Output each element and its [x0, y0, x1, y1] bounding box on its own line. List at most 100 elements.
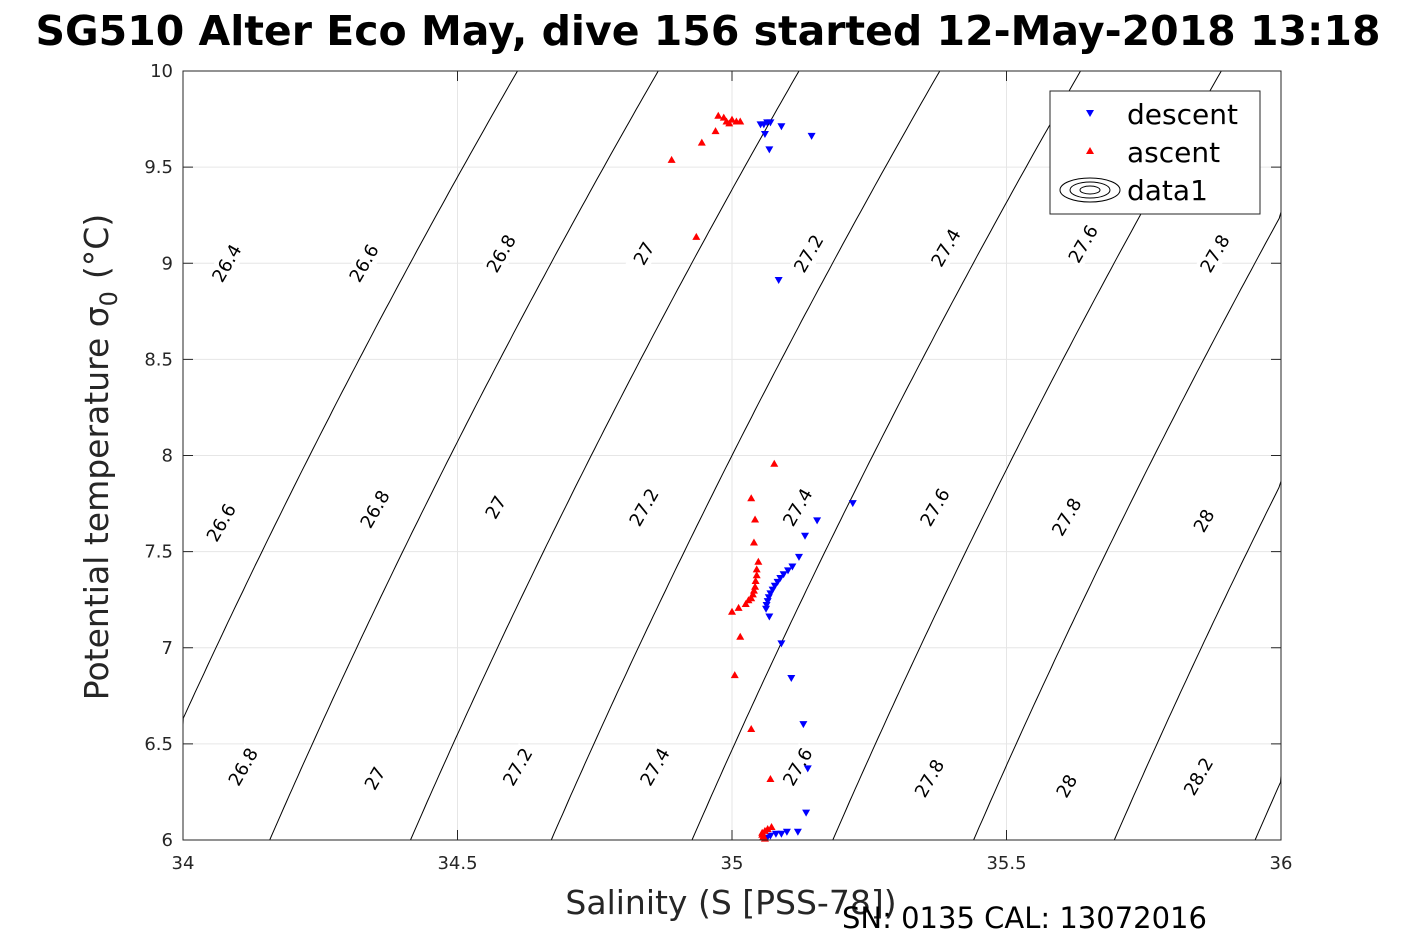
- ascent-point: [728, 115, 736, 123]
- contour-label-background: [788, 229, 829, 278]
- ascent-point: [730, 671, 739, 679]
- ascent-point: [714, 111, 723, 119]
- descent-point: [766, 590, 775, 598]
- descent-point: [813, 517, 822, 525]
- ascent-point: [749, 538, 758, 546]
- contour-label-background: [1063, 220, 1104, 268]
- descent-point: [787, 675, 796, 683]
- y-axis-ticks: 6 6.5 7 7.5 8 8.5 9 9.5 10: [144, 61, 1281, 851]
- descent-point: [777, 830, 786, 838]
- ascent-point: [736, 632, 745, 640]
- ascent-point: [711, 127, 720, 135]
- ascent-point: [754, 557, 763, 565]
- ascent-point: [736, 117, 745, 125]
- ascent-point: [692, 232, 701, 240]
- descent-point: [771, 830, 780, 838]
- y-axis-label-main: Potential temperature σ: [77, 306, 116, 700]
- isopycnal-line: [410, 70, 800, 841]
- x-tick-label: 35.5: [986, 853, 1026, 874]
- y-tick-label: 6: [162, 830, 173, 851]
- density-contour-labels: 26.4 26.6 26.8 27 27.2 27.4 27.6 27.826.6 26.8 27…: [201, 220, 1236, 810]
- y-tick-label: 6.5: [144, 734, 173, 755]
- ascent-point: [725, 119, 734, 127]
- density-contours: [182, 70, 1282, 841]
- ascent-point: [751, 582, 760, 590]
- contour-label-background: [635, 743, 676, 791]
- contour-label-background: [355, 754, 396, 803]
- contour-label-background: [206, 239, 247, 287]
- contour-label-background: [497, 743, 538, 791]
- ascent-point: [770, 459, 779, 467]
- descent-point: [765, 146, 774, 154]
- descent-point: [799, 721, 808, 729]
- contour-label-background: [1046, 493, 1087, 541]
- y-tick-label: 9: [162, 253, 173, 274]
- ascent-point: [751, 515, 760, 523]
- descent-point: [848, 500, 857, 508]
- contour-label-background: [777, 483, 818, 532]
- y-tick-label: 10: [150, 61, 173, 82]
- descent-point: [765, 613, 774, 621]
- x-tick-label: 34: [172, 853, 195, 874]
- descent-point: [776, 575, 785, 583]
- legend: descent ascent data1: [1049, 90, 1261, 215]
- descent-point: [762, 601, 771, 609]
- descent-point: [801, 532, 810, 540]
- descent-point: [793, 828, 802, 836]
- descent-point: [768, 586, 777, 594]
- ascent-series: [667, 111, 779, 842]
- contour-label-background: [344, 239, 385, 287]
- descent-point: [760, 130, 769, 138]
- contour-label-background: [481, 229, 522, 278]
- x-tick-label: 34.5: [437, 853, 477, 874]
- isopycnal-line: [550, 70, 941, 841]
- ascent-point: [667, 155, 676, 163]
- contour-label-background: [223, 743, 264, 791]
- contour-label-background: [915, 483, 956, 532]
- contour-label-background: [926, 224, 967, 272]
- y-tick-label: 7: [162, 638, 173, 659]
- descent-point: [803, 765, 812, 773]
- ascent-point: [734, 603, 743, 611]
- descent-point: [782, 828, 791, 836]
- contour-label-background: [475, 483, 516, 532]
- y-axis-label: Potential temperature σ0 (°C): [77, 214, 123, 700]
- chart-title: SG510 Alter Eco May, dive 156 started 12…: [36, 7, 1381, 55]
- descent-point: [788, 563, 797, 571]
- y-tick-label: 8.5: [144, 349, 173, 370]
- ascent-point: [752, 571, 761, 579]
- ascent-point: [749, 586, 758, 594]
- descent-point: [807, 132, 816, 140]
- y-axis-label-unit: (°C): [77, 214, 116, 279]
- descent-point: [777, 640, 786, 648]
- descent-point: [774, 277, 783, 285]
- ascent-point: [697, 138, 706, 146]
- contour-label-background: [624, 483, 665, 532]
- legend-ascent-label: ascent: [1127, 136, 1220, 169]
- contour-label-background: [201, 499, 242, 547]
- x-tick-label: 36: [1270, 853, 1293, 874]
- descent-point: [779, 571, 788, 579]
- ascent-point: [728, 607, 736, 615]
- y-tick-label: 7.5: [144, 542, 173, 563]
- legend-ascent-marker: [1086, 147, 1094, 154]
- contour-label-background: [1195, 229, 1236, 278]
- ascent-point: [747, 724, 756, 732]
- x-tick-label: 35: [721, 853, 744, 874]
- y-tick-label: 9.5: [144, 157, 173, 178]
- isopycnal-line: [691, 70, 1081, 841]
- legend-contour-icon: [1059, 177, 1121, 203]
- descent-point: [794, 553, 803, 561]
- ascent-point: [752, 565, 761, 573]
- ascent-point: [751, 576, 760, 584]
- contour-label-background: [355, 485, 396, 534]
- footer-serial: SN: 0135 CAL: 13072016: [842, 901, 1207, 935]
- isopycnal-line: [182, 70, 518, 776]
- contour-label-background: [1184, 497, 1225, 545]
- contour-label-background: [909, 754, 950, 803]
- descent-point: [764, 594, 773, 602]
- descent-point: [777, 123, 786, 131]
- contour-label-background: [1178, 752, 1219, 801]
- descent-point: [802, 809, 811, 817]
